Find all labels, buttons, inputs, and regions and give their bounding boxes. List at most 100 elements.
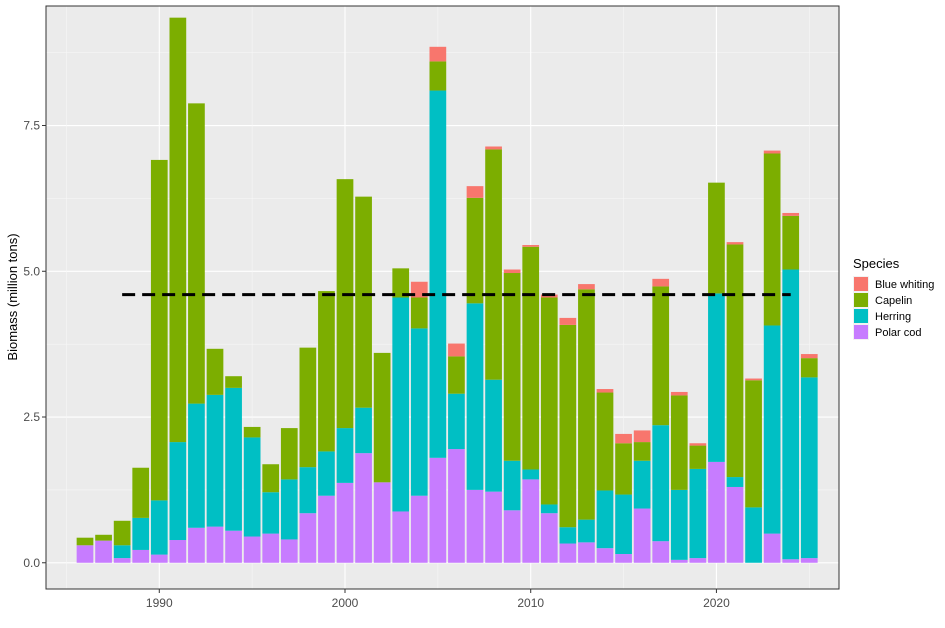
bar-capelin-2024	[782, 215, 800, 270]
bar-polar-cod-2011	[540, 513, 558, 563]
bar-polar-cod-2008	[485, 491, 502, 563]
bar-herring-2024	[782, 269, 800, 560]
bar-herring-2005	[429, 90, 447, 458]
bar-polar-cod-1997	[280, 539, 298, 563]
bar-polar-cod-2001	[355, 453, 372, 563]
legend-title: Species	[853, 256, 900, 271]
bar-capelin-2004	[410, 297, 428, 329]
legend-swatch	[854, 325, 868, 339]
bar-herring-1991	[169, 442, 187, 541]
bar-polar-cod-2024	[782, 559, 800, 563]
bar-herring-1997	[280, 479, 298, 540]
bar-capelin-2001	[355, 196, 372, 408]
bar-herring-2011	[540, 504, 558, 514]
bar-blue-whiting-2007	[466, 186, 484, 198]
bar-polar-cod-2013	[578, 542, 595, 563]
bar-herring-2000	[336, 428, 354, 483]
bar-capelin-2011	[540, 297, 558, 505]
bar-herring-2008	[485, 379, 502, 492]
bar-capelin-1994	[225, 376, 242, 388]
bar-blue-whiting-2025	[800, 354, 818, 359]
bar-capelin-1989	[132, 467, 150, 518]
bar-polar-cod-2009	[503, 510, 521, 563]
legend-label: Capelin	[875, 295, 912, 307]
bar-polar-cod-2017	[652, 541, 670, 563]
bar-capelin-2003	[392, 268, 410, 298]
bar-polar-cod-1986	[76, 545, 94, 563]
bar-blue-whiting-2009	[503, 269, 521, 274]
bar-herring-2018	[670, 489, 688, 560]
bar-polar-cod-2010	[522, 479, 540, 563]
bar-capelin-2010	[522, 246, 540, 470]
bar-capelin-2018	[670, 395, 688, 490]
bar-polar-cod-1987	[95, 540, 112, 563]
bar-herring-2003	[392, 297, 410, 512]
legend-item-blue-whiting: Blue whiting	[853, 276, 934, 292]
bar-polar-cod-2023	[763, 533, 781, 563]
bar-polar-cod-2012	[559, 543, 577, 563]
bar-herring-2009	[503, 460, 521, 511]
bar-blue-whiting-2023	[763, 150, 781, 154]
bar-herring-1992	[188, 403, 205, 528]
bar-herring-2015	[615, 494, 632, 555]
bar-capelin-1997	[280, 428, 298, 480]
bar-blue-whiting-2010	[522, 245, 540, 247]
bar-capelin-2022	[745, 380, 762, 508]
bar-capelin-2023	[763, 153, 781, 326]
bar-blue-whiting-2008	[485, 146, 502, 150]
bar-capelin-1987	[95, 534, 112, 541]
bar-herring-2013	[578, 519, 595, 543]
bar-blue-whiting-2024	[782, 212, 800, 216]
x-tick-label: 2010	[517, 596, 544, 610]
legend-label: Blue whiting	[875, 279, 934, 291]
bar-herring-1998	[299, 467, 317, 514]
bar-capelin-1988	[113, 520, 131, 546]
bar-polar-cod-1998	[299, 513, 317, 563]
bar-polar-cod-2002	[373, 482, 391, 563]
bar-capelin-1995	[243, 426, 261, 438]
legend-swatch	[854, 277, 868, 291]
bar-herring-2014	[596, 490, 614, 549]
bar-blue-whiting-2005	[429, 46, 447, 62]
y-axis-title: Biomass (million tons)	[5, 233, 20, 360]
bar-herring-2025	[800, 377, 818, 559]
bar-blue-whiting-2022	[745, 378, 762, 381]
bar-polar-cod-2016	[633, 508, 651, 563]
bar-capelin-1996	[262, 464, 280, 493]
bar-capelin-1999	[318, 291, 335, 452]
bar-herring-1994	[225, 387, 242, 531]
legend-label: Polar cod	[875, 327, 921, 339]
bar-polar-cod-1996	[262, 533, 280, 563]
bar-capelin-1998	[299, 347, 317, 468]
legend-item-polar-cod: Polar cod	[853, 324, 921, 340]
bar-polar-cod-2015	[615, 554, 632, 563]
bar-capelin-2013	[578, 289, 595, 520]
bar-polar-cod-1995	[243, 536, 261, 563]
bar-capelin-1991	[169, 17, 187, 443]
bar-herring-2022	[745, 507, 762, 563]
bar-herring-2004	[410, 328, 428, 496]
bar-blue-whiting-2017	[652, 278, 670, 287]
bar-capelin-2021	[726, 244, 744, 478]
bar-polar-cod-2018	[670, 559, 688, 563]
y-tick-label: 7.5	[23, 119, 40, 133]
bar-capelin-2002	[373, 352, 391, 483]
bar-polar-cod-2021	[726, 486, 744, 563]
bar-polar-cod-2004	[410, 495, 428, 563]
bar-polar-cod-1988	[113, 558, 131, 563]
axis-layer: 0.0 2.5 5.0 7.5 1990 2000 2010 2020	[23, 119, 730, 610]
bar-polar-cod-1990	[150, 554, 168, 563]
bar-capelin-2005	[429, 61, 447, 91]
bar-capelin-2014	[596, 392, 614, 491]
x-tick-label: 2020	[703, 596, 730, 610]
bar-blue-whiting-2018	[670, 391, 688, 396]
bar-herring-1988	[113, 545, 131, 559]
legend-item-herring: Herring	[853, 308, 911, 324]
bar-capelin-2025	[800, 358, 818, 378]
legend: Species Blue whiting Capelin Herring Polar c…	[853, 256, 934, 340]
legend-swatch	[854, 309, 868, 323]
bar-polar-cod-2019	[689, 558, 707, 563]
bar-polar-cod-1991	[169, 540, 187, 563]
